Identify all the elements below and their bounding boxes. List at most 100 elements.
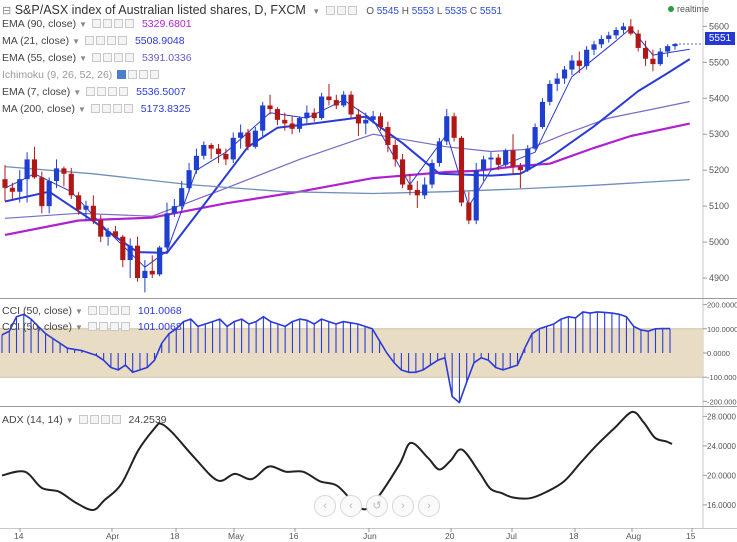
candle-up [157,247,163,275]
candle-up [569,60,575,70]
candle-down [407,184,413,190]
candle-up [304,112,310,119]
close-icon[interactable] [347,6,357,15]
candle-up [53,168,60,181]
adx-line [1,410,673,512]
settings-icon[interactable] [101,104,111,113]
candle-up [164,213,170,248]
candle-up [429,162,435,185]
candle-up [503,150,509,165]
hidden-eye-icon[interactable] [117,70,127,79]
chevron-down-icon[interactable]: ▼ [77,105,86,114]
chevron-down-icon[interactable]: ▼ [72,37,81,46]
candle-down [414,189,420,196]
eye-icon[interactable] [86,87,96,96]
settings-icon[interactable] [336,6,346,15]
more-icon[interactable] [124,19,134,28]
eye-icon[interactable] [87,306,97,315]
candle-up [171,206,177,214]
close-icon[interactable] [100,415,110,424]
candle-down [458,137,465,203]
close-icon[interactable] [108,87,118,96]
eye-icon[interactable] [78,415,88,424]
chevron-down-icon[interactable]: ▼ [75,307,83,316]
close-icon[interactable] [113,19,123,28]
more-icon[interactable] [123,104,133,113]
candle-up [547,83,553,102]
price-axis-label: 5400 [709,93,729,103]
chevron-down-icon[interactable]: ▼ [75,323,83,332]
time-axis-label: 14 [14,531,24,541]
cci-axis-label: 0.0000 [707,349,730,358]
close-icon[interactable] [112,104,122,113]
candle-down [576,60,582,66]
chevron-down-icon[interactable]: ▼ [73,88,82,97]
chevron-down-icon[interactable]: ▼ [79,20,88,29]
more-icon[interactable] [120,322,130,331]
more-icon[interactable] [120,306,130,315]
eye-icon[interactable] [84,36,94,45]
close-icon[interactable] [109,322,119,331]
candle-down [642,47,649,59]
candle-up [260,105,266,131]
reset-chart-button[interactable]: ↺ [366,495,388,517]
ma200-line [4,165,690,195]
candle-up [105,231,111,237]
time-axis-label: 20 [445,531,455,541]
candle-up [539,101,546,128]
candle-up [24,159,30,180]
candle-up [193,155,200,171]
settings-icon[interactable] [128,70,138,79]
settings-icon[interactable] [102,53,112,62]
candle-down [112,231,119,237]
scroll-right-button[interactable]: › [392,495,414,517]
scroll-first-button[interactable]: ‹ [314,495,336,517]
candle-up [319,96,325,119]
eye-icon[interactable] [87,322,97,331]
candle-up [473,170,479,221]
candle-up [252,130,258,147]
eye-icon[interactable] [91,19,101,28]
more-icon[interactable] [111,415,121,424]
settings-icon[interactable] [95,36,105,45]
settings-icon[interactable] [97,87,107,96]
candle-down [134,245,141,279]
close-icon[interactable] [139,70,149,79]
close-icon[interactable] [113,53,123,62]
settings-icon[interactable] [98,306,108,315]
more-icon[interactable] [117,36,127,45]
candle-down [98,220,104,237]
candle-up [488,157,494,160]
cci-axis-label: 100.0000 [707,325,737,334]
candle-up [584,49,590,66]
adx-axis-label: 16.0000 [707,501,736,510]
close-icon[interactable] [106,36,116,45]
more-icon[interactable] [119,87,129,96]
settings-icon[interactable] [89,415,99,424]
candle-up [127,245,133,261]
cci-axis-label: 200.0000 [707,301,737,310]
chevron-down-icon[interactable]: ▼ [79,54,88,63]
candle-up [554,78,560,84]
time-axis-label: 16 [289,531,299,541]
eye-icon[interactable] [91,53,101,62]
candle-down [120,236,126,261]
settings-icon[interactable] [102,19,112,28]
candle-down [400,159,406,185]
chevron-down-icon[interactable]: ▼ [65,416,74,425]
settings-icon[interactable] [98,322,108,331]
candle-up [230,137,236,160]
eye-icon[interactable] [325,6,335,15]
scroll-last-button[interactable]: › [418,495,440,517]
time-axis-label: Jun [363,531,377,541]
more-icon[interactable] [150,70,160,79]
cci-axis-label: -200.0000 [707,397,737,406]
more-icon[interactable] [124,53,134,62]
candle-down [31,159,38,178]
close-icon[interactable] [109,306,119,315]
candle-down [650,58,656,65]
chevron-down-icon[interactable]: ▼ [312,7,321,16]
scroll-left-button[interactable]: ‹ [340,495,362,517]
eye-icon[interactable] [90,104,100,113]
